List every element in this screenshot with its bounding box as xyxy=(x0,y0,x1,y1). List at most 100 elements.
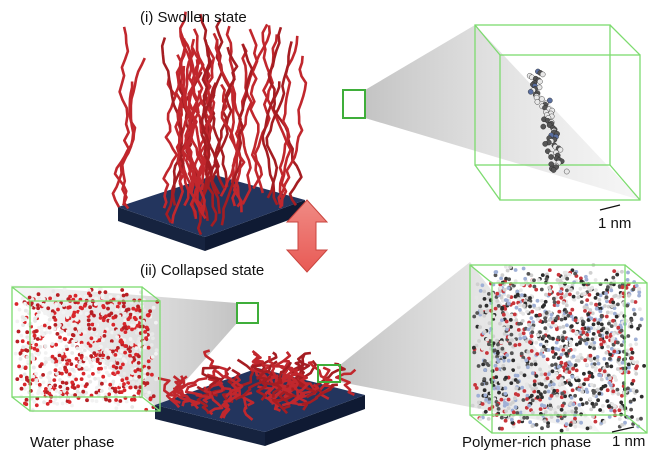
particle xyxy=(478,325,482,329)
particle xyxy=(21,339,25,343)
particle xyxy=(63,337,67,341)
particle xyxy=(495,292,499,296)
particle xyxy=(600,315,604,319)
particle xyxy=(116,346,120,350)
particle xyxy=(629,343,633,347)
particle xyxy=(592,323,596,327)
particle xyxy=(25,355,29,359)
particle xyxy=(556,300,560,304)
particle xyxy=(70,404,74,408)
particle xyxy=(137,361,141,365)
particle xyxy=(591,365,595,369)
particle xyxy=(574,363,578,367)
particle xyxy=(487,400,491,404)
particle xyxy=(41,373,45,377)
particle xyxy=(504,419,508,423)
particle xyxy=(618,417,622,421)
particle xyxy=(589,397,593,401)
particle xyxy=(604,292,608,296)
figure: 1 nm (i) Swollen state (ii) Collapsed st… xyxy=(0,0,654,454)
particle xyxy=(101,375,105,379)
particle xyxy=(531,424,535,428)
particle xyxy=(502,367,506,371)
particle xyxy=(18,308,22,312)
particle xyxy=(576,295,580,299)
particle xyxy=(579,353,583,357)
particle xyxy=(41,303,45,307)
particle xyxy=(122,382,126,386)
particle xyxy=(48,377,52,381)
particle xyxy=(625,304,629,308)
particle xyxy=(116,329,120,333)
particle xyxy=(518,343,522,347)
particle xyxy=(525,384,529,388)
atom xyxy=(535,99,540,104)
particle xyxy=(99,316,103,320)
particle xyxy=(31,341,35,345)
particle xyxy=(612,332,616,336)
particle xyxy=(626,334,630,338)
particle xyxy=(565,277,569,281)
particle xyxy=(571,388,575,392)
particle xyxy=(483,368,487,372)
particle xyxy=(472,315,476,319)
particle xyxy=(73,323,77,327)
particle xyxy=(560,377,564,381)
atom xyxy=(528,89,533,94)
particle xyxy=(557,405,561,409)
particle xyxy=(500,341,504,345)
particle xyxy=(599,374,603,378)
particle xyxy=(485,351,489,355)
particle xyxy=(559,290,563,294)
particle xyxy=(37,292,41,296)
particle xyxy=(507,406,511,410)
particle xyxy=(42,400,46,404)
particle xyxy=(589,342,593,346)
particle xyxy=(562,301,566,305)
particle xyxy=(536,299,540,303)
particle xyxy=(546,424,550,428)
caption: Polymer-rich phase xyxy=(462,434,591,451)
particle xyxy=(128,354,132,358)
particle xyxy=(537,379,541,383)
particle xyxy=(104,398,108,402)
particle xyxy=(55,402,59,406)
particle xyxy=(130,398,134,402)
particle xyxy=(531,326,535,330)
particle xyxy=(38,364,42,368)
particle xyxy=(118,354,122,358)
particle xyxy=(85,337,89,341)
particle xyxy=(586,312,590,316)
particle xyxy=(99,287,103,291)
particle xyxy=(143,340,147,344)
particle xyxy=(540,426,544,430)
particle xyxy=(520,352,524,356)
particle xyxy=(136,305,140,309)
particle xyxy=(115,311,119,315)
particle xyxy=(538,313,542,317)
particle xyxy=(551,350,555,354)
particle xyxy=(116,305,120,309)
particle xyxy=(569,288,573,292)
particle xyxy=(56,293,60,297)
particle xyxy=(48,326,52,330)
particle xyxy=(55,359,59,363)
particle xyxy=(106,307,110,311)
particle xyxy=(642,364,646,368)
particle xyxy=(573,425,577,429)
particle xyxy=(569,423,573,427)
particle xyxy=(602,340,606,344)
particle xyxy=(634,300,638,304)
particle xyxy=(147,313,151,317)
particle xyxy=(101,293,105,297)
particle xyxy=(497,391,501,395)
particle xyxy=(592,332,596,336)
particle xyxy=(61,402,65,406)
particle xyxy=(514,318,518,322)
particle xyxy=(513,313,517,317)
particle xyxy=(54,323,58,327)
particle xyxy=(477,339,481,343)
particle xyxy=(616,326,620,330)
particle xyxy=(616,367,620,371)
particle xyxy=(635,389,639,393)
